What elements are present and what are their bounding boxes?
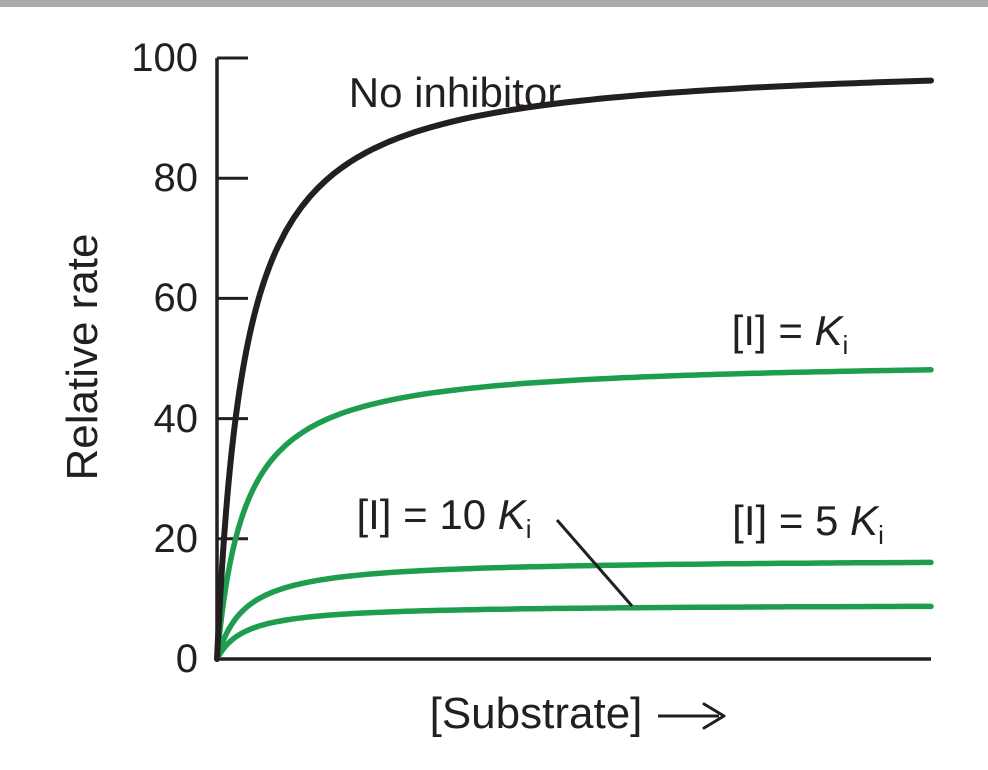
y-tick-label: 80 [153,156,199,201]
y-tick-label: 20 [153,516,199,561]
ki-label-prefix: [I] = [731,307,815,354]
label-10ki-leader-line [555,519,634,607]
curve-i-ki [214,367,934,662]
ki10-label-prefix: [I] = 10 [356,491,498,538]
ki5-label-subscript: i [878,520,884,550]
x-axis-title: [Substrate] [429,689,643,738]
curve-no-inhibitor [214,77,934,662]
y-tick-label: 60 [153,276,199,321]
y-tick-label: 100 [131,36,198,80]
curve-i-10-ki [214,603,934,662]
curve-label-10ki: [I] = 10 Ki [356,491,531,545]
curve-label-ki: [I] = Ki [732,307,849,361]
y-axis-title: Relative rate [58,233,107,481]
image-top-border [0,0,988,7]
y-tick-label: 40 [153,396,199,441]
curve-label-no-inhibitor: No inhibitor [348,69,562,116]
ki-label-subscript: i [842,330,849,360]
ki10-label-subscript: i [525,514,532,544]
ki10-label-symbol: K [497,491,526,538]
curve-label-5ki: [I] = 5 Ki [732,497,884,551]
ki-label-symbol: K [814,307,843,354]
curve-i-5-ki [214,559,934,662]
ki5-label-symbol: K [850,497,879,544]
ki5-label-prefix: [I] = 5 [732,497,851,544]
y-tick-label: 0 [175,637,198,681]
right-arrow-head-icon [702,702,726,730]
